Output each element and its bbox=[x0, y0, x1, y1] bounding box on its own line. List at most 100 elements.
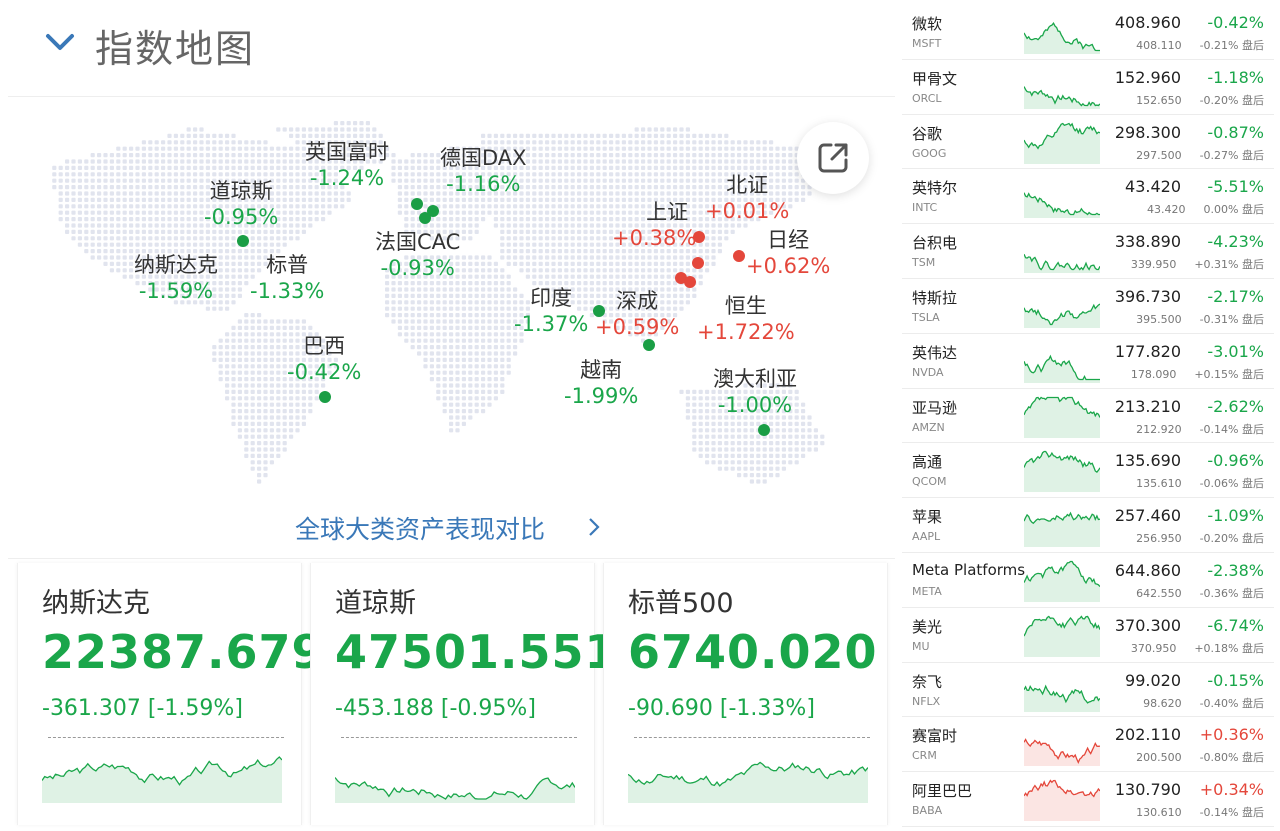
map-dot bbox=[621, 172, 626, 177]
map-dot bbox=[775, 172, 780, 177]
market-dot-bse[interactable] bbox=[693, 231, 705, 243]
stock-name: 高通 bbox=[912, 453, 943, 472]
map-label-india[interactable]: 印度 -1.37% bbox=[514, 288, 588, 335]
map-dot bbox=[634, 127, 639, 132]
stock-row[interactable]: 美光 MU 370.300 -6.74% 370.950 +0.18% 盘后 bbox=[902, 608, 1274, 663]
market-dot-sse[interactable] bbox=[692, 257, 704, 269]
map-dot bbox=[602, 133, 607, 138]
stock-row[interactable]: 谷歌 GOOG 298.300 -0.87% 297.500 -0.27% 盘后 bbox=[902, 115, 1274, 170]
map-dot bbox=[167, 133, 172, 138]
map-dot bbox=[218, 185, 223, 190]
map-dot bbox=[500, 172, 505, 177]
map-label-sp[interactable]: 标普 -1.33% bbox=[250, 255, 324, 302]
market-dot-australia[interactable] bbox=[758, 424, 770, 436]
map-dot bbox=[570, 172, 575, 177]
map-dot bbox=[167, 172, 172, 177]
map-label-dow[interactable]: 道琼斯 -0.95% bbox=[204, 181, 278, 228]
map-dot bbox=[685, 146, 690, 151]
map-dot bbox=[365, 121, 370, 126]
map-dot bbox=[282, 185, 287, 190]
market-dot-vietnam[interactable] bbox=[643, 339, 655, 351]
map-dot bbox=[250, 185, 255, 190]
map-dot bbox=[545, 140, 550, 145]
stock-sparkline bbox=[1024, 615, 1100, 657]
map-label-brazil[interactable]: 巴西 -0.42% bbox=[287, 336, 361, 383]
map-dot bbox=[173, 204, 178, 209]
map-dot bbox=[532, 133, 537, 138]
chevron-down-icon[interactable] bbox=[44, 30, 76, 54]
map-dot bbox=[500, 133, 505, 138]
stock-row[interactable]: 英伟达 NVDA 177.820 -3.01% 178.090 +0.15% 盘后 bbox=[902, 334, 1274, 389]
map-label-nasdaq[interactable]: 纳斯达克 -1.59% bbox=[134, 255, 218, 302]
map-dot bbox=[205, 197, 210, 202]
stock-row[interactable]: Meta Platforms META 644.860 -2.38% 642.550 -0… bbox=[902, 553, 1274, 608]
map-dot bbox=[756, 159, 761, 164]
map-dot bbox=[212, 146, 217, 151]
map-label-dax[interactable]: 德国DAX -1.16% bbox=[440, 148, 527, 195]
map-dot bbox=[231, 159, 236, 164]
map-dot bbox=[58, 204, 63, 209]
index-card-dow[interactable]: 道琼斯 47501.551 -453.188 [-0.95%] bbox=[310, 563, 617, 825]
map-dot bbox=[685, 127, 690, 132]
stock-row[interactable]: 特斯拉 TSLA 396.730 -2.17% 395.500 -0.31% 盘后 bbox=[902, 279, 1274, 334]
map-dot bbox=[289, 153, 294, 158]
map-dot bbox=[205, 159, 210, 164]
map-label-cac[interactable]: 法国CAC -0.93% bbox=[375, 232, 460, 279]
map-label-ftse[interactable]: 英国富时 -1.24% bbox=[305, 142, 389, 189]
map-dot bbox=[199, 197, 204, 202]
market-dot-ftse[interactable] bbox=[411, 198, 423, 210]
stock-row[interactable]: 亚马逊 AMZN 213.210 -2.62% 212.920 -0.14% 盘后 bbox=[902, 389, 1274, 444]
map-dot bbox=[698, 153, 703, 158]
index-name: 澳大利亚 bbox=[713, 367, 797, 391]
market-dot-brazil[interactable] bbox=[319, 391, 331, 403]
map-dot bbox=[474, 153, 479, 158]
map-dot bbox=[532, 197, 537, 202]
stock-row[interactable]: 苹果 AAPL 257.460 -1.09% 256.950 -0.20% 盘后 bbox=[902, 498, 1274, 553]
stock-row[interactable]: 阿里巴巴 BABA 130.790 +0.34% 130.610 -0.14% 盘后 bbox=[902, 772, 1274, 827]
market-dot-hsi[interactable] bbox=[684, 276, 696, 288]
market-dot-nikkei[interactable] bbox=[733, 250, 745, 262]
map-label-hsi[interactable]: 恒生 +1.722% bbox=[697, 296, 795, 343]
map-dot bbox=[308, 159, 313, 164]
map-dot bbox=[410, 165, 415, 170]
compare-link[interactable]: 全球大类资产表现对比 bbox=[295, 515, 546, 544]
index-card-nasdaq[interactable]: 纳斯达克 22387.679 -361.307 [-1.59%] bbox=[17, 563, 324, 825]
map-dot bbox=[589, 140, 594, 145]
map-dot bbox=[212, 178, 217, 183]
map-label-australia[interactable]: 澳大利亚 -1.00% bbox=[713, 369, 797, 416]
stock-row[interactable]: 台积电 TSM 338.890 -4.23% 339.950 +0.31% 盘后 bbox=[902, 224, 1274, 279]
map-dot bbox=[513, 185, 518, 190]
stock-row[interactable]: 英特尔 INTC 43.420 -5.51% 43.420 0.00% 盘后 bbox=[902, 169, 1274, 225]
market-dot-dow[interactable] bbox=[237, 235, 249, 247]
after-hours-change: -0.36% 盘后 bbox=[1199, 587, 1264, 600]
market-dot-cac[interactable] bbox=[419, 212, 431, 224]
map-dot bbox=[762, 140, 767, 145]
chevron-right-icon[interactable] bbox=[587, 516, 601, 538]
map-label-bse[interactable]: 北证 +0.01% bbox=[705, 175, 789, 222]
map-label-sse[interactable]: 上证 +0.38% bbox=[612, 202, 696, 249]
map-dot bbox=[321, 172, 326, 177]
stock-row[interactable]: 甲骨文 ORCL 152.960 -1.18% 152.650 -0.20% 盘后 bbox=[902, 60, 1274, 115]
map-label-szse[interactable]: 深成 +0.59% bbox=[595, 291, 679, 338]
stock-row[interactable]: 高通 QCOM 135.690 -0.96% 135.610 -0.06% 盘后 bbox=[902, 443, 1274, 499]
map-label-nikkei[interactable]: 日经 +0.62% bbox=[746, 230, 830, 277]
share-button[interactable] bbox=[797, 122, 869, 194]
map-dot bbox=[257, 153, 262, 158]
stock-row[interactable]: 赛富时 CRM 202.110 +0.36% 200.500 -0.80% 盘后 bbox=[902, 717, 1274, 773]
market-dot-india[interactable] bbox=[593, 305, 605, 317]
map-dot bbox=[743, 165, 748, 170]
map-label-vietnam[interactable]: 越南 -1.99% bbox=[564, 360, 638, 407]
stock-price: 43.420 bbox=[1125, 177, 1181, 197]
stock-row[interactable]: 奈飞 NFLX 99.020 -0.15% 98.620 -0.40% 盘后 bbox=[902, 663, 1274, 718]
map-dot bbox=[743, 178, 748, 183]
map-dot bbox=[141, 172, 146, 177]
map-dot bbox=[397, 197, 402, 202]
stock-change: -2.62% bbox=[1207, 396, 1264, 416]
map-dot bbox=[77, 165, 82, 170]
map-dot bbox=[538, 191, 543, 196]
stock-row[interactable]: 微软 MSFT 408.960 -0.42% 408.110 -0.21% 盘后 bbox=[902, 5, 1274, 60]
map-dot bbox=[282, 159, 287, 164]
map-dot bbox=[205, 178, 210, 183]
map-dot bbox=[359, 146, 364, 151]
index-card-sp500[interactable]: 标普500 6740.020 -90.690 [-1.33%] bbox=[603, 563, 888, 825]
